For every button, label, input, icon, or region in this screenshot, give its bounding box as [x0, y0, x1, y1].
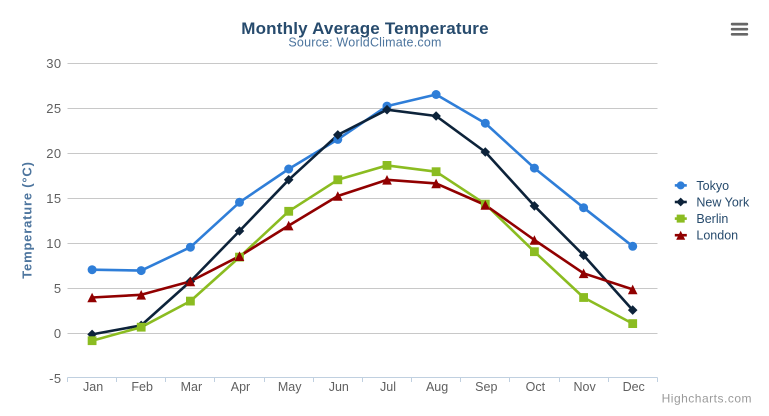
svg-text:Temperature (°C): Temperature (°C) — [20, 161, 35, 278]
svg-text:Jan: Jan — [83, 380, 103, 394]
svg-text:Jun: Jun — [329, 380, 349, 394]
svg-text:Feb: Feb — [131, 380, 153, 394]
svg-text:London: London — [696, 229, 738, 243]
svg-text:Nov: Nov — [573, 380, 596, 394]
svg-text:25: 25 — [46, 101, 61, 116]
svg-text:20: 20 — [46, 146, 61, 161]
svg-text:Sep: Sep — [475, 380, 497, 394]
svg-text:New York: New York — [696, 195, 750, 209]
svg-text:Highcharts.com: Highcharts.com — [662, 391, 752, 405]
svg-text:15: 15 — [46, 191, 61, 206]
svg-text:Jul: Jul — [380, 380, 396, 394]
svg-text:10: 10 — [46, 236, 61, 251]
svg-text:Oct: Oct — [526, 380, 546, 394]
svg-text:Dec: Dec — [623, 380, 645, 394]
svg-text:Monthly Average Temperature: Monthly Average Temperature — [241, 19, 489, 38]
svg-text:30: 30 — [46, 56, 61, 71]
svg-text:Berlin: Berlin — [696, 212, 728, 226]
svg-text:0: 0 — [54, 326, 62, 341]
svg-text:Mar: Mar — [181, 380, 203, 394]
svg-text:May: May — [278, 380, 302, 394]
svg-text:Tokyo: Tokyo — [696, 179, 729, 193]
svg-text:Source: WorldClimate.com: Source: WorldClimate.com — [288, 36, 441, 50]
svg-text:Aug: Aug — [426, 380, 448, 394]
svg-text:5: 5 — [54, 281, 62, 296]
svg-text:Apr: Apr — [231, 380, 250, 394]
svg-text:-5: -5 — [49, 371, 61, 386]
